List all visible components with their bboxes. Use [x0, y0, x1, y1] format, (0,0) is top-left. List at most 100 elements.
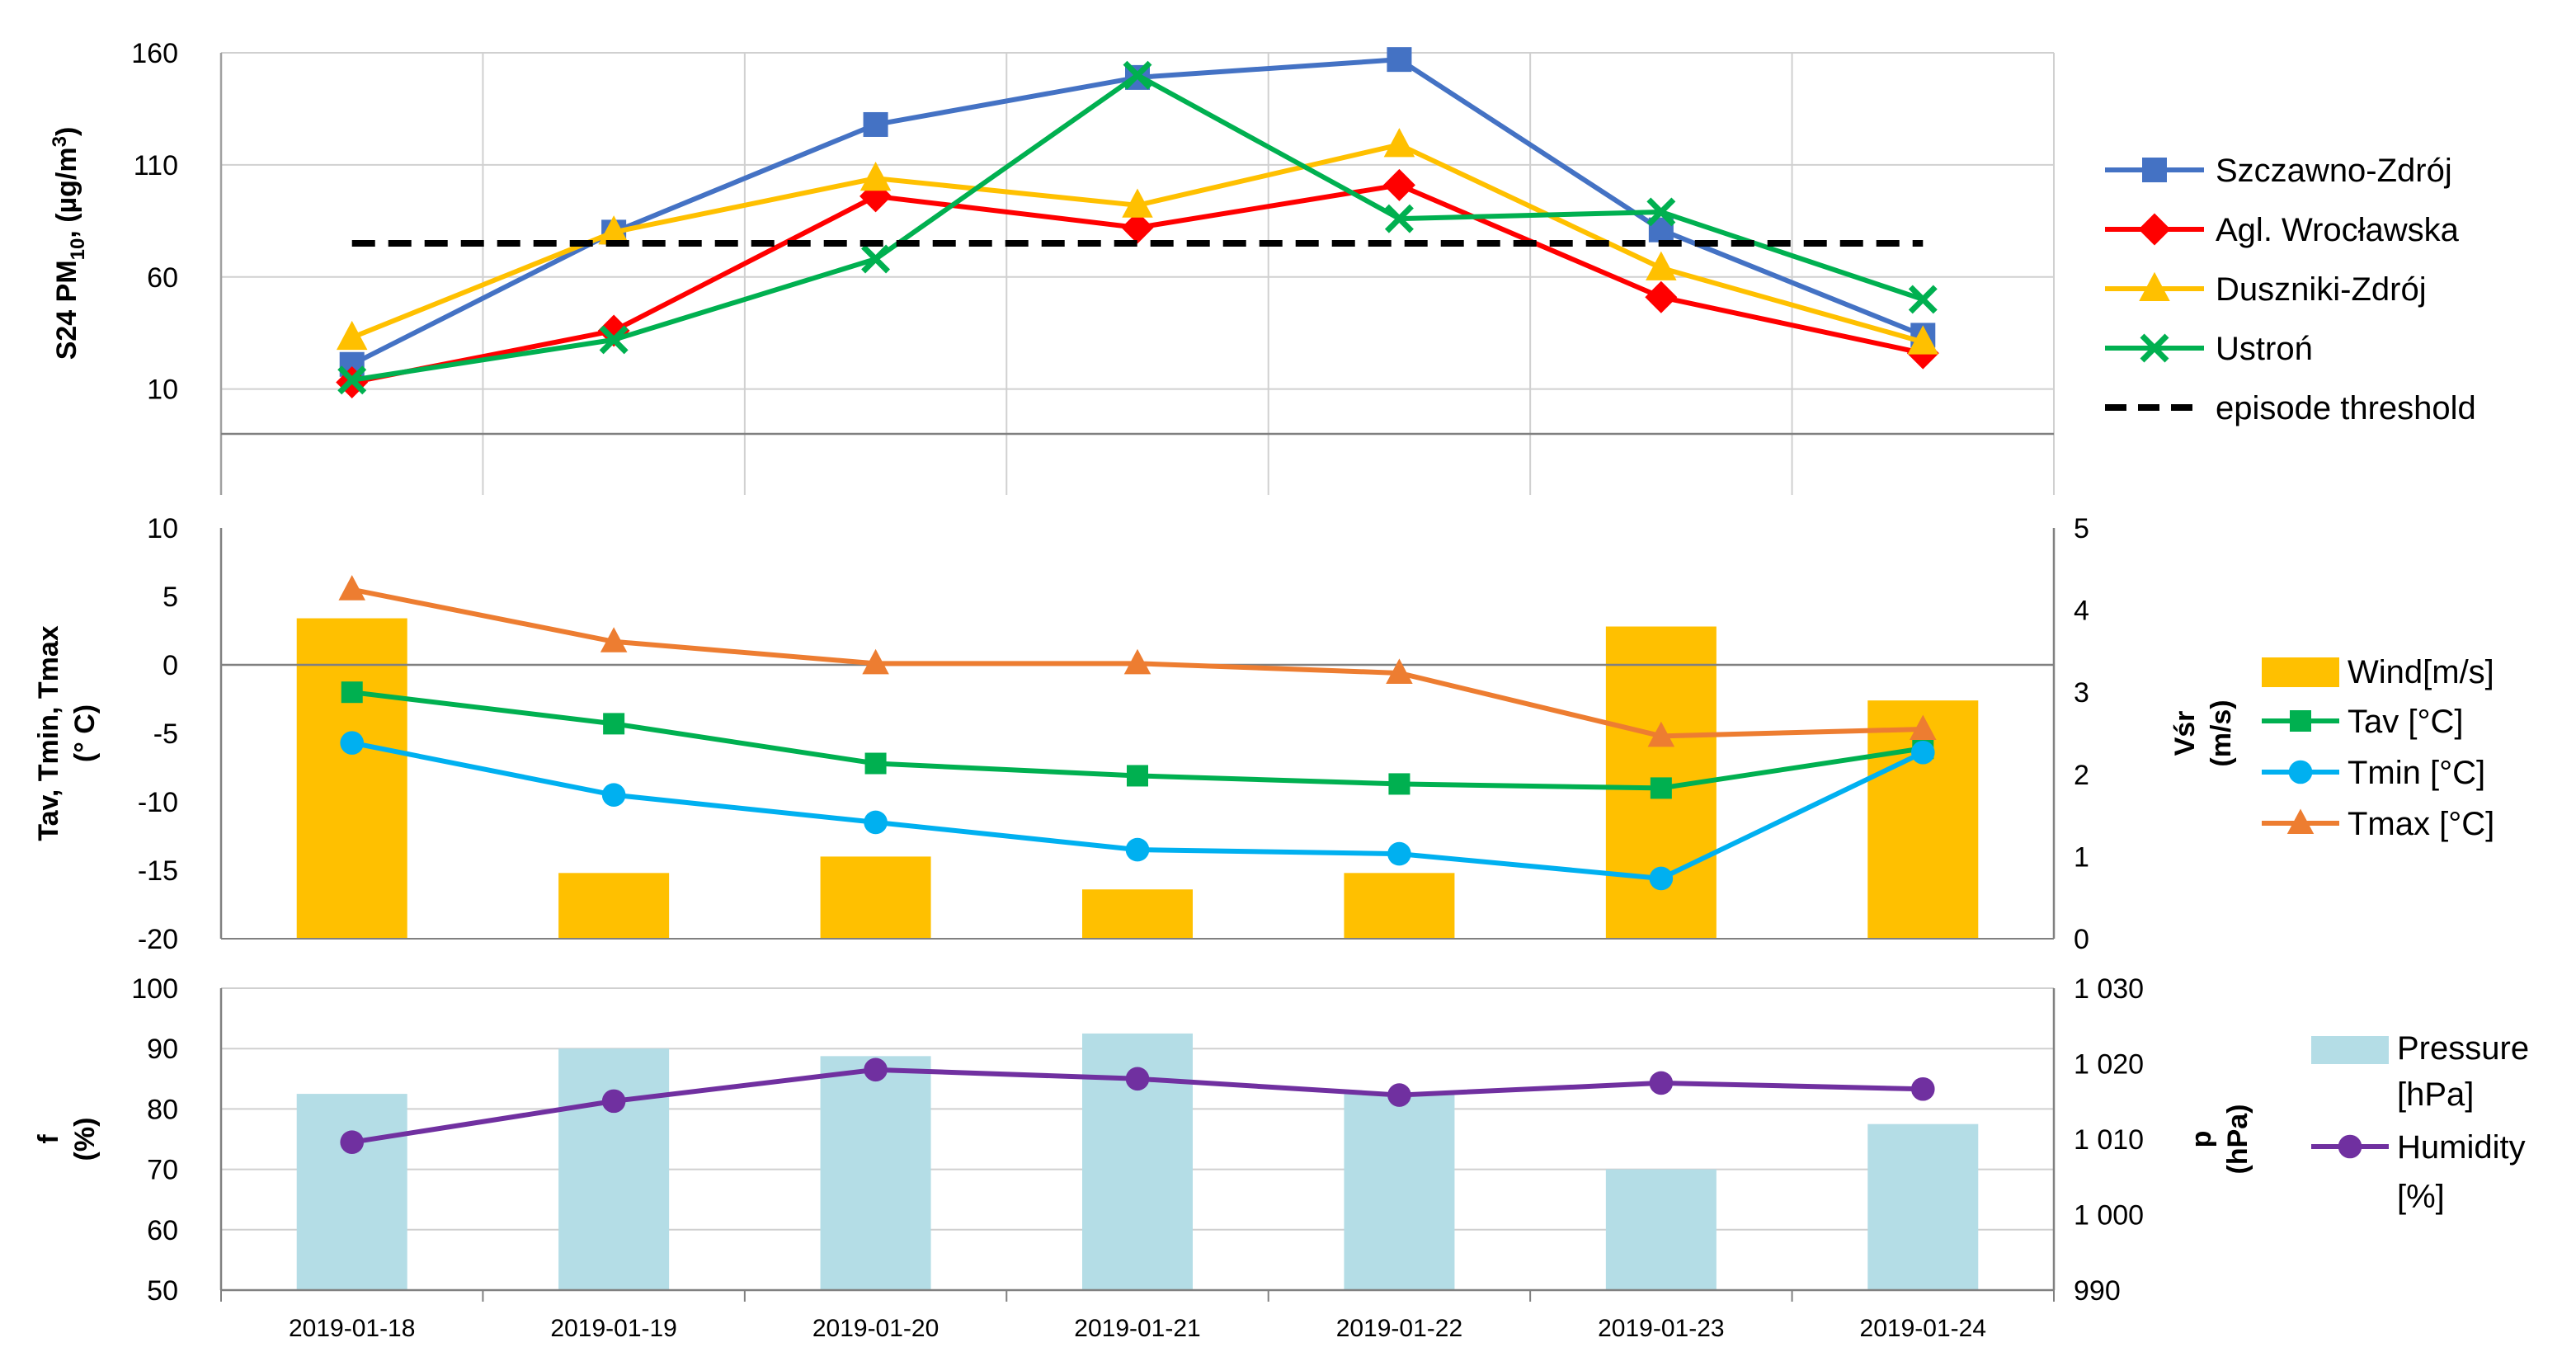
temp-point — [1123, 648, 1151, 675]
humidity-ytick: 90 — [147, 1034, 178, 1065]
temp-legend-label: Tmax [°C] — [2348, 806, 2494, 842]
marker-x-stroke — [861, 244, 891, 274]
pm10-point — [1384, 204, 1414, 233]
pm10-point — [1121, 211, 1154, 244]
temp-ytick: 5 — [162, 582, 178, 613]
x-category-label: 2019-01-22 — [1336, 1315, 1462, 1342]
pm10-ylabel-end: ) — [51, 127, 82, 136]
pm10-legend-label: Ustroń — [2216, 331, 2313, 367]
pm10-legend-label: episode threshold — [2216, 390, 2476, 426]
temp-point — [1647, 721, 1675, 747]
temp-ylabel: (° C) — [69, 704, 101, 762]
pm10-ylabel-main: S24 PM — [51, 260, 82, 360]
pm10-ylabel: S24 PM10, (µg/m3) — [49, 127, 89, 360]
temp-wind-legend: Wind[m/s] Tav [°C] Tmin [°C] Tmax [°C] — [2262, 654, 2494, 842]
humidity-point — [1910, 1076, 1935, 1101]
pm10-point — [1646, 197, 1676, 227]
pressure-ytick: 1 000 — [2074, 1200, 2144, 1232]
temp-ytick: 0 — [162, 650, 178, 681]
humidity-pressure-legend: Pressure [hPa] Humidity [%] — [2311, 1030, 2529, 1215]
humidity-point — [1649, 1071, 1674, 1095]
pm10-legend-marker — [2138, 213, 2171, 246]
pm10-legend-label: Agl. Wrocławska — [2216, 212, 2460, 248]
humidity-pressure-panel: 50 60 70 80 90 100 990 1 000 1 010 1 020 1 030 f (%)… — [33, 973, 2529, 1307]
pm10-ytick: 160 — [131, 38, 178, 69]
temp-point — [338, 575, 365, 601]
pm10-point — [1383, 128, 1415, 158]
temp-point — [603, 713, 625, 735]
temp-legend-label: Tmin [°C] — [2348, 755, 2485, 791]
humidity-ylabel: (%) — [69, 1118, 101, 1161]
pressure-bar — [1867, 1123, 1979, 1290]
pressure-ytick: 1 010 — [2074, 1124, 2144, 1156]
humidity-ytick: 60 — [147, 1215, 178, 1246]
pm10-ytick: 110 — [134, 150, 178, 181]
temp-legend-label: Tav [°C] — [2348, 704, 2463, 740]
temp-point — [341, 681, 363, 704]
x-category-label: 2019-01-21 — [1074, 1315, 1200, 1342]
pm10-ylabel-sup: 3 — [49, 136, 71, 147]
pm10-point — [1908, 285, 1938, 314]
pm10-legend-marker — [2139, 271, 2170, 301]
humidity-point — [864, 1057, 888, 1082]
pressure-ytick: 1 030 — [2074, 973, 2144, 1005]
wind-ytick: 2 — [2074, 760, 2089, 791]
pm10-point — [336, 320, 368, 351]
wind-legend-swatch — [2262, 657, 2339, 687]
pressure-bar — [296, 1094, 407, 1290]
humidity-point — [601, 1089, 626, 1114]
humidity-ylabel: f — [33, 1134, 64, 1144]
pm10-legend-label: Duszniki-Zdrój — [2216, 271, 2427, 308]
pressure-bar — [820, 1056, 931, 1290]
temp-ylabel: Tav, Tmin, Tmax — [33, 625, 64, 841]
pressure-legend-swatch — [2311, 1036, 2389, 1064]
pm10-legend-marker — [2142, 158, 2167, 182]
pm10-legend-label: Szczawno-Zdrój — [2216, 153, 2452, 189]
pm10-point — [861, 244, 891, 274]
wind-bar — [820, 856, 931, 939]
pressure-legend-label: [hPa] — [2397, 1076, 2474, 1113]
wind-ytick: 5 — [2074, 513, 2089, 544]
wind-bar — [296, 618, 407, 939]
pm10-series-2 — [336, 128, 1939, 355]
marker-x-stroke — [337, 365, 367, 395]
humidity-ytick: 80 — [147, 1094, 178, 1125]
pm10-point — [1645, 280, 1678, 313]
wind-ytick: 1 — [2074, 841, 2089, 873]
temp-point — [1649, 866, 1674, 891]
pm10-ylabel-sub: 10 — [67, 238, 89, 261]
wind-ytick: 3 — [2074, 677, 2089, 709]
pressure-bar — [558, 1048, 670, 1290]
pm10-legend-marker — [2140, 333, 2169, 363]
humidity-legend-label: [%] — [2397, 1179, 2445, 1215]
x-category-label: 2019-01-23 — [1598, 1315, 1724, 1342]
humidity-series-0 — [340, 1057, 1935, 1154]
humidity-ytick: 70 — [147, 1155, 178, 1186]
temp-series-0 — [341, 681, 1934, 799]
pm10-point — [1646, 251, 1677, 280]
pm10-legend: Szczawno-Zdrój Agl. Wrocławska Duszniki-Zd… — [2105, 153, 2476, 426]
temp-point — [862, 648, 889, 675]
humidity-point — [340, 1130, 365, 1154]
wind-ylabel: Vśr — [2169, 711, 2201, 756]
marker-x-stroke — [1123, 60, 1152, 90]
wind-ylabel: (m/s) — [2206, 699, 2237, 766]
temp-point — [601, 783, 626, 807]
humidity-point — [1387, 1083, 1411, 1107]
humidity-legend-marker — [2338, 1134, 2362, 1159]
pm10-point — [1122, 188, 1153, 218]
marker-x-stroke — [1384, 204, 1414, 233]
marker-x-stroke — [599, 325, 629, 355]
temp-ytick: -5 — [153, 718, 178, 750]
wind-legend-label: Wind[m/s] — [2348, 654, 2494, 690]
pressure-ytick: 1 020 — [2074, 1049, 2144, 1081]
temp-legend-marker — [2286, 808, 2315, 834]
pm10-point — [1123, 60, 1152, 90]
temp-point — [1387, 841, 1411, 866]
pm10-point — [337, 365, 367, 395]
temp-legend-marker — [2290, 710, 2311, 732]
pm10-ytick: 10 — [147, 374, 178, 406]
pm10-point — [1387, 47, 1412, 73]
